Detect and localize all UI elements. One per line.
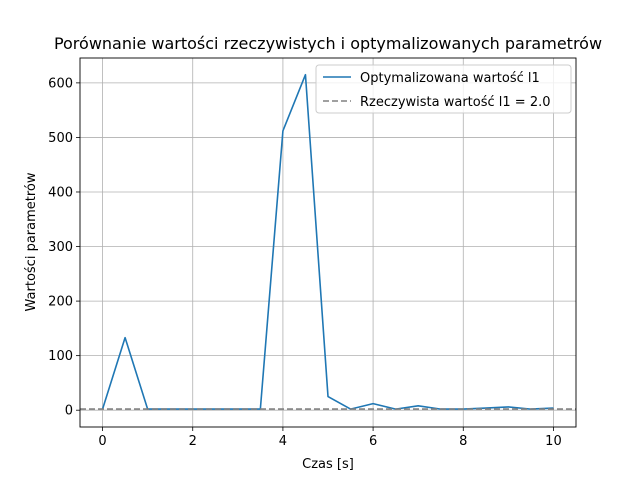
y-tick-label: 0: [65, 404, 73, 419]
x-tick-label: 8: [459, 434, 467, 449]
y-tick-label: 200: [48, 295, 73, 310]
chart-title: Porównanie wartości rzeczywistych i opty…: [54, 34, 602, 53]
y-tick-label: 400: [48, 185, 73, 200]
plot-frame: [79, 57, 577, 428]
x-tick-label: 2: [189, 434, 197, 449]
y-tick-label: 100: [48, 349, 73, 364]
x-axis-title: Czas [s]: [302, 457, 354, 472]
x-tick-label: 10: [545, 434, 562, 449]
x-tick-label: 4: [279, 434, 287, 449]
y-tick-label: 600: [48, 76, 73, 91]
grid: [80, 58, 576, 427]
x-tick-label: 6: [369, 434, 377, 449]
y-tick-label: 500: [48, 131, 73, 146]
y-axis-title: Wartości parametrów: [24, 172, 39, 311]
legend-box: [315, 64, 572, 114]
y-tick-label: 300: [48, 240, 73, 255]
x-tick-label: 0: [98, 434, 106, 449]
series-layer: [80, 73, 576, 410]
legend: Optymalizowana wartość l1 Rzeczywista wa…: [315, 64, 572, 114]
legend-label-optimized: Optymalizowana wartość l1: [360, 71, 540, 86]
legend-label-reference: Rzeczywista wartość l1 = 2.0: [360, 95, 551, 110]
